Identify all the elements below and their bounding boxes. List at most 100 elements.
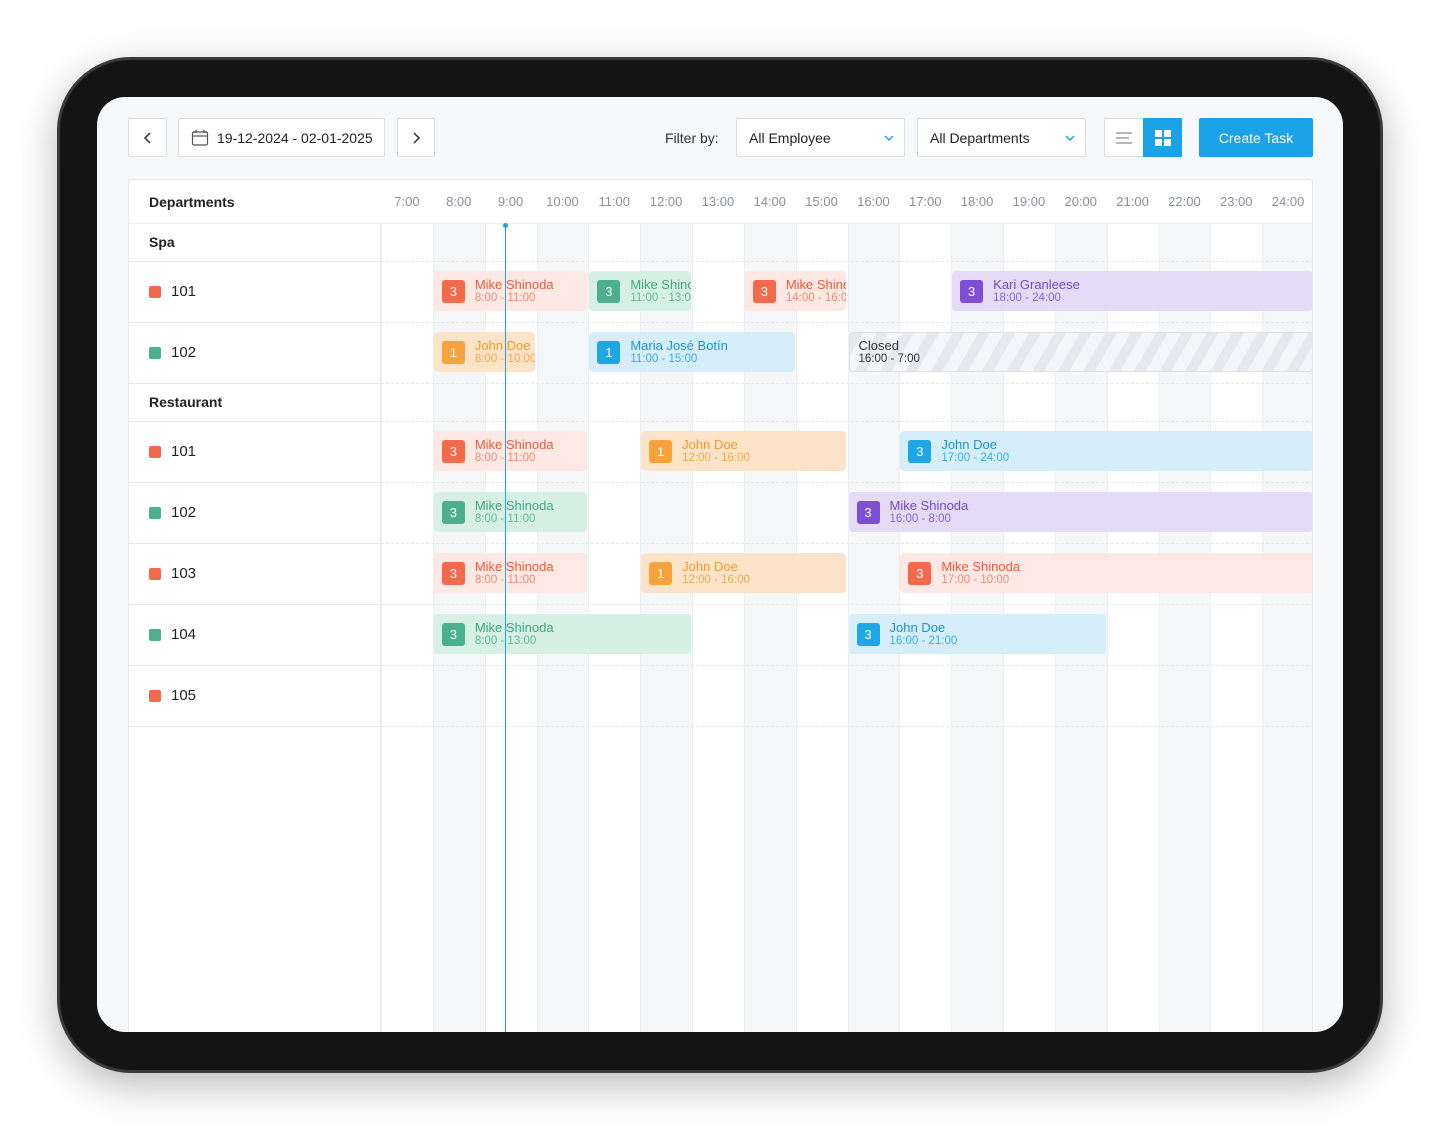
table-header: Departments xyxy=(149,193,235,210)
event-name: Maria José Botín xyxy=(630,338,728,353)
grid-icon xyxy=(1154,129,1171,146)
list-view-button[interactable] xyxy=(1104,118,1144,157)
event-time: 18:00 - 24:00 xyxy=(993,292,1061,304)
event-badge: 3 xyxy=(441,440,465,463)
event-card[interactable]: 1 John Doe 12:00 - 16:00 xyxy=(641,553,847,593)
event-badge: 3 xyxy=(856,501,880,524)
event-card[interactable]: 3 Mike Shinoda 17:00 - 10:00 xyxy=(900,553,1312,593)
chevron-left xyxy=(143,131,151,144)
event-badge: 3 xyxy=(441,623,465,646)
hour-label: 8:00 xyxy=(446,194,472,209)
row-line xyxy=(129,604,381,605)
event-card[interactable]: 3 Mike Shinoda 8:00 - 11:00 xyxy=(433,492,588,532)
room-name: 103 xyxy=(171,565,197,582)
room-name: 101 xyxy=(171,443,197,460)
event-card[interactable]: 3 Mike Shinoda 8:00 - 11:00 xyxy=(433,553,588,593)
event-badge: 3 xyxy=(908,562,932,585)
row-line-dashed xyxy=(381,543,1312,544)
event-badge: 1 xyxy=(597,341,621,364)
hour-label: 19:00 xyxy=(1012,194,1046,209)
room-color-dot xyxy=(149,629,161,641)
now-line xyxy=(505,225,507,1032)
date-range[interactable]: 19-12-2024 - 02-01-2025 xyxy=(178,118,385,157)
event-name: John Doe xyxy=(474,338,531,353)
event-name: Mike Shinoda xyxy=(474,498,554,513)
event-time: 12:00 - 16:00 xyxy=(682,574,750,586)
left-column-border xyxy=(380,223,381,1032)
event-time: 8:00 - 10:00 xyxy=(474,353,536,365)
event-card[interactable]: 3 Kari Granleese 18:00 - 24:00 xyxy=(952,271,1312,311)
hour-label: 20:00 xyxy=(1064,194,1098,209)
hour-label: 22:00 xyxy=(1168,194,1201,209)
event-card[interactable]: 1 John Doe 8:00 - 10:00 xyxy=(433,332,536,372)
row-line-dashed xyxy=(381,604,1312,605)
room-color-dot xyxy=(149,286,161,298)
column-line xyxy=(795,223,797,1032)
row-line xyxy=(129,322,381,323)
event-card[interactable]: 1 John Doe 12:00 - 16:00 xyxy=(641,431,847,471)
event-time: 17:00 - 24:00 xyxy=(941,452,1010,464)
event-card[interactable]: 3 John Doe 17:00 - 24:00 xyxy=(900,431,1312,471)
header-line xyxy=(129,223,1312,224)
row-line xyxy=(129,261,381,262)
event-card[interactable]: 3 Mike Shinoda 8:00 - 11:00 xyxy=(433,271,588,311)
event-name: John Doe xyxy=(682,559,738,574)
room-name: 102 xyxy=(171,504,197,521)
column-line xyxy=(692,223,693,1032)
prev-button[interactable] xyxy=(128,118,167,157)
event-name: John Doe xyxy=(682,437,738,452)
employee-dropdown[interactable]: All Employee xyxy=(736,118,905,157)
create-task-button[interactable]: Create Task xyxy=(1199,118,1313,157)
column-line xyxy=(1262,223,1264,1032)
filter-label: Filter by: xyxy=(665,129,719,146)
event-name: Mike Shinoda xyxy=(474,559,554,574)
room-color-dot xyxy=(149,347,161,359)
event-name: Mike Shinoda xyxy=(941,559,1021,574)
event-name: Mike Shinoda xyxy=(630,277,691,292)
event-badge: 1 xyxy=(649,562,673,585)
hour-label: 12:00 xyxy=(649,194,683,209)
calendar-icon xyxy=(191,129,209,146)
dropdown-chevron xyxy=(884,135,894,142)
event-card[interactable]: 1 Maria José Botín 11:00 - 15:00 xyxy=(589,332,795,372)
room-color-dot xyxy=(149,690,161,702)
group-name: Spa xyxy=(149,234,175,250)
event-time: 11:00 - 15:00 xyxy=(630,353,698,365)
event-card[interactable]: 3 Mike Shinoda 8:00 - 11:00 xyxy=(433,431,588,471)
event-time: 17:00 - 10:00 xyxy=(941,574,1010,586)
row-line xyxy=(129,726,381,727)
hour-label: 15:00 xyxy=(805,194,838,209)
event-card[interactable]: 3 Mike Shinoda11:00 - 13:00 xyxy=(589,271,691,311)
hour-label: 9:00 xyxy=(497,194,524,209)
event-card[interactable]: 3 Mike Shinoda 16:00 - 8:00 xyxy=(848,492,1312,532)
event-name: John Doe xyxy=(889,620,946,635)
hour-label: 7:00 xyxy=(394,194,420,209)
department-dropdown[interactable]: All Departments xyxy=(917,118,1086,157)
row-line-dashed xyxy=(381,665,1312,666)
hour-label: 10:00 xyxy=(546,194,579,209)
hour-label: 18:00 xyxy=(960,194,994,209)
event-name: Kari Granleese xyxy=(993,277,1080,292)
event-name: Mike Shinoda xyxy=(474,437,554,452)
column-line xyxy=(1210,223,1212,1032)
next-button[interactable] xyxy=(397,118,435,157)
grid-view-button[interactable] xyxy=(1143,118,1182,157)
event-name: Mike Shinoda xyxy=(474,620,554,635)
event-name: Mike Shinoda xyxy=(889,498,969,513)
row-line-dashed xyxy=(381,482,1312,483)
event-badge: 1 xyxy=(649,440,673,463)
room-color-dot xyxy=(149,446,161,458)
column-line xyxy=(381,223,382,1032)
room-name: 101 xyxy=(171,283,197,300)
event-card[interactable]: 3 Mike Shinoda 8:00 - 13:00 xyxy=(433,614,691,654)
event-card[interactable]: 3 John Doe 16:00 - 21:00 xyxy=(848,614,1106,654)
event-badge: 3 xyxy=(441,562,465,585)
column-line xyxy=(847,223,849,1032)
event-card[interactable]: 3 Mike Shinoda14:00 - 16:00 xyxy=(744,271,847,311)
dropdown-chevron xyxy=(1065,135,1075,142)
event-time: 16:00 - 7:00 xyxy=(858,353,920,365)
row-line xyxy=(129,421,381,422)
event-card[interactable]: Closed 16:00 - 7:00 xyxy=(848,332,1312,372)
list-icon xyxy=(1116,131,1132,144)
